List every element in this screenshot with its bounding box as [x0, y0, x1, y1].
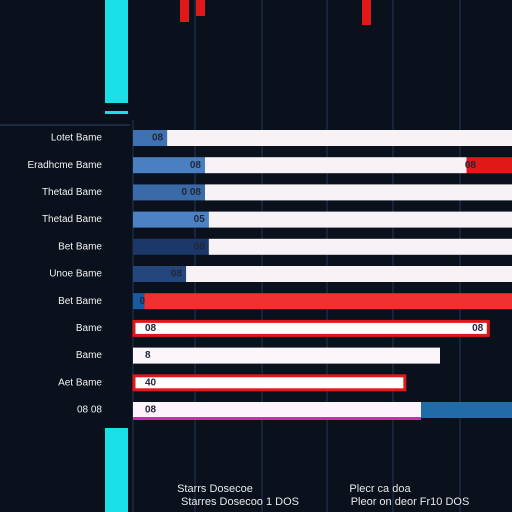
bar-segment: [208, 211, 512, 228]
bar-segment: [144, 293, 512, 310]
bar-segment: [133, 266, 187, 282]
bar-text: 08: [171, 269, 183, 280]
bar-segment: [421, 402, 512, 418]
bar-segment: [133, 402, 422, 418]
bar-segment: [133, 130, 168, 146]
category-label: Bet Bame: [58, 296, 102, 307]
category-label: Lotet Bame: [51, 133, 103, 144]
bar-segment: [205, 184, 512, 201]
bar-segment: [133, 157, 206, 174]
bar-segment: [466, 157, 512, 174]
bar-text: 8: [145, 350, 151, 361]
category-label: Unoe Bame: [49, 269, 102, 280]
bar-text: 08: [145, 323, 157, 334]
category-label: Bame: [76, 323, 103, 334]
category-label: Bame: [76, 350, 103, 361]
bar-segment: [133, 347, 440, 364]
category-label: 08 08: [77, 405, 102, 416]
bar-text: 08: [190, 160, 202, 171]
bar-text: 0: [139, 296, 145, 307]
cyan-block: [105, 0, 128, 103]
bar-segment: [133, 211, 209, 228]
bar-end-text: 08: [472, 323, 484, 334]
bar-segment: [133, 320, 490, 337]
bar-segment: [133, 293, 145, 310]
bar-segment: [208, 238, 512, 255]
cyan-line: [105, 111, 128, 114]
bar-text: 05: [194, 214, 206, 225]
bar-segment: [133, 238, 209, 255]
bar-text: 08: [145, 405, 157, 416]
category-label: Eradhcme Bame: [28, 160, 103, 171]
bar-segment: [167, 130, 512, 146]
footer-text: Plecr ca doa: [349, 483, 411, 495]
category-label: Thetad Bame: [42, 187, 102, 198]
footer-text: Starres Dosecoo 1 DOS: [181, 496, 299, 508]
category-label: Thetad Bame: [42, 214, 102, 225]
red-tick: [196, 0, 205, 16]
rule: [0, 124, 130, 126]
bar-text: 08: [194, 241, 206, 252]
category-label: Aet Bame: [58, 377, 102, 388]
bar-outline: [132, 374, 407, 392]
bar-segment: [186, 266, 512, 282]
footer-text: Pleor on deor Fr10 DOS: [351, 496, 470, 508]
cyan-block: [105, 428, 128, 512]
red-tick: [180, 0, 189, 22]
bar-underline: [133, 417, 422, 420]
bar-text: 0 08: [182, 187, 202, 198]
bar-text: 40: [145, 377, 157, 388]
bar-segment: [133, 184, 206, 201]
footer-text: Starrs Dosecoe: [177, 483, 253, 495]
bar-segment: [205, 157, 467, 174]
category-label: Bet Bame: [58, 241, 102, 252]
bar-segment: [133, 374, 406, 391]
red-tick: [362, 0, 371, 25]
bar-end-text: 08: [465, 160, 477, 171]
bar-text: 08: [152, 133, 164, 144]
bar-outline: [132, 319, 490, 337]
